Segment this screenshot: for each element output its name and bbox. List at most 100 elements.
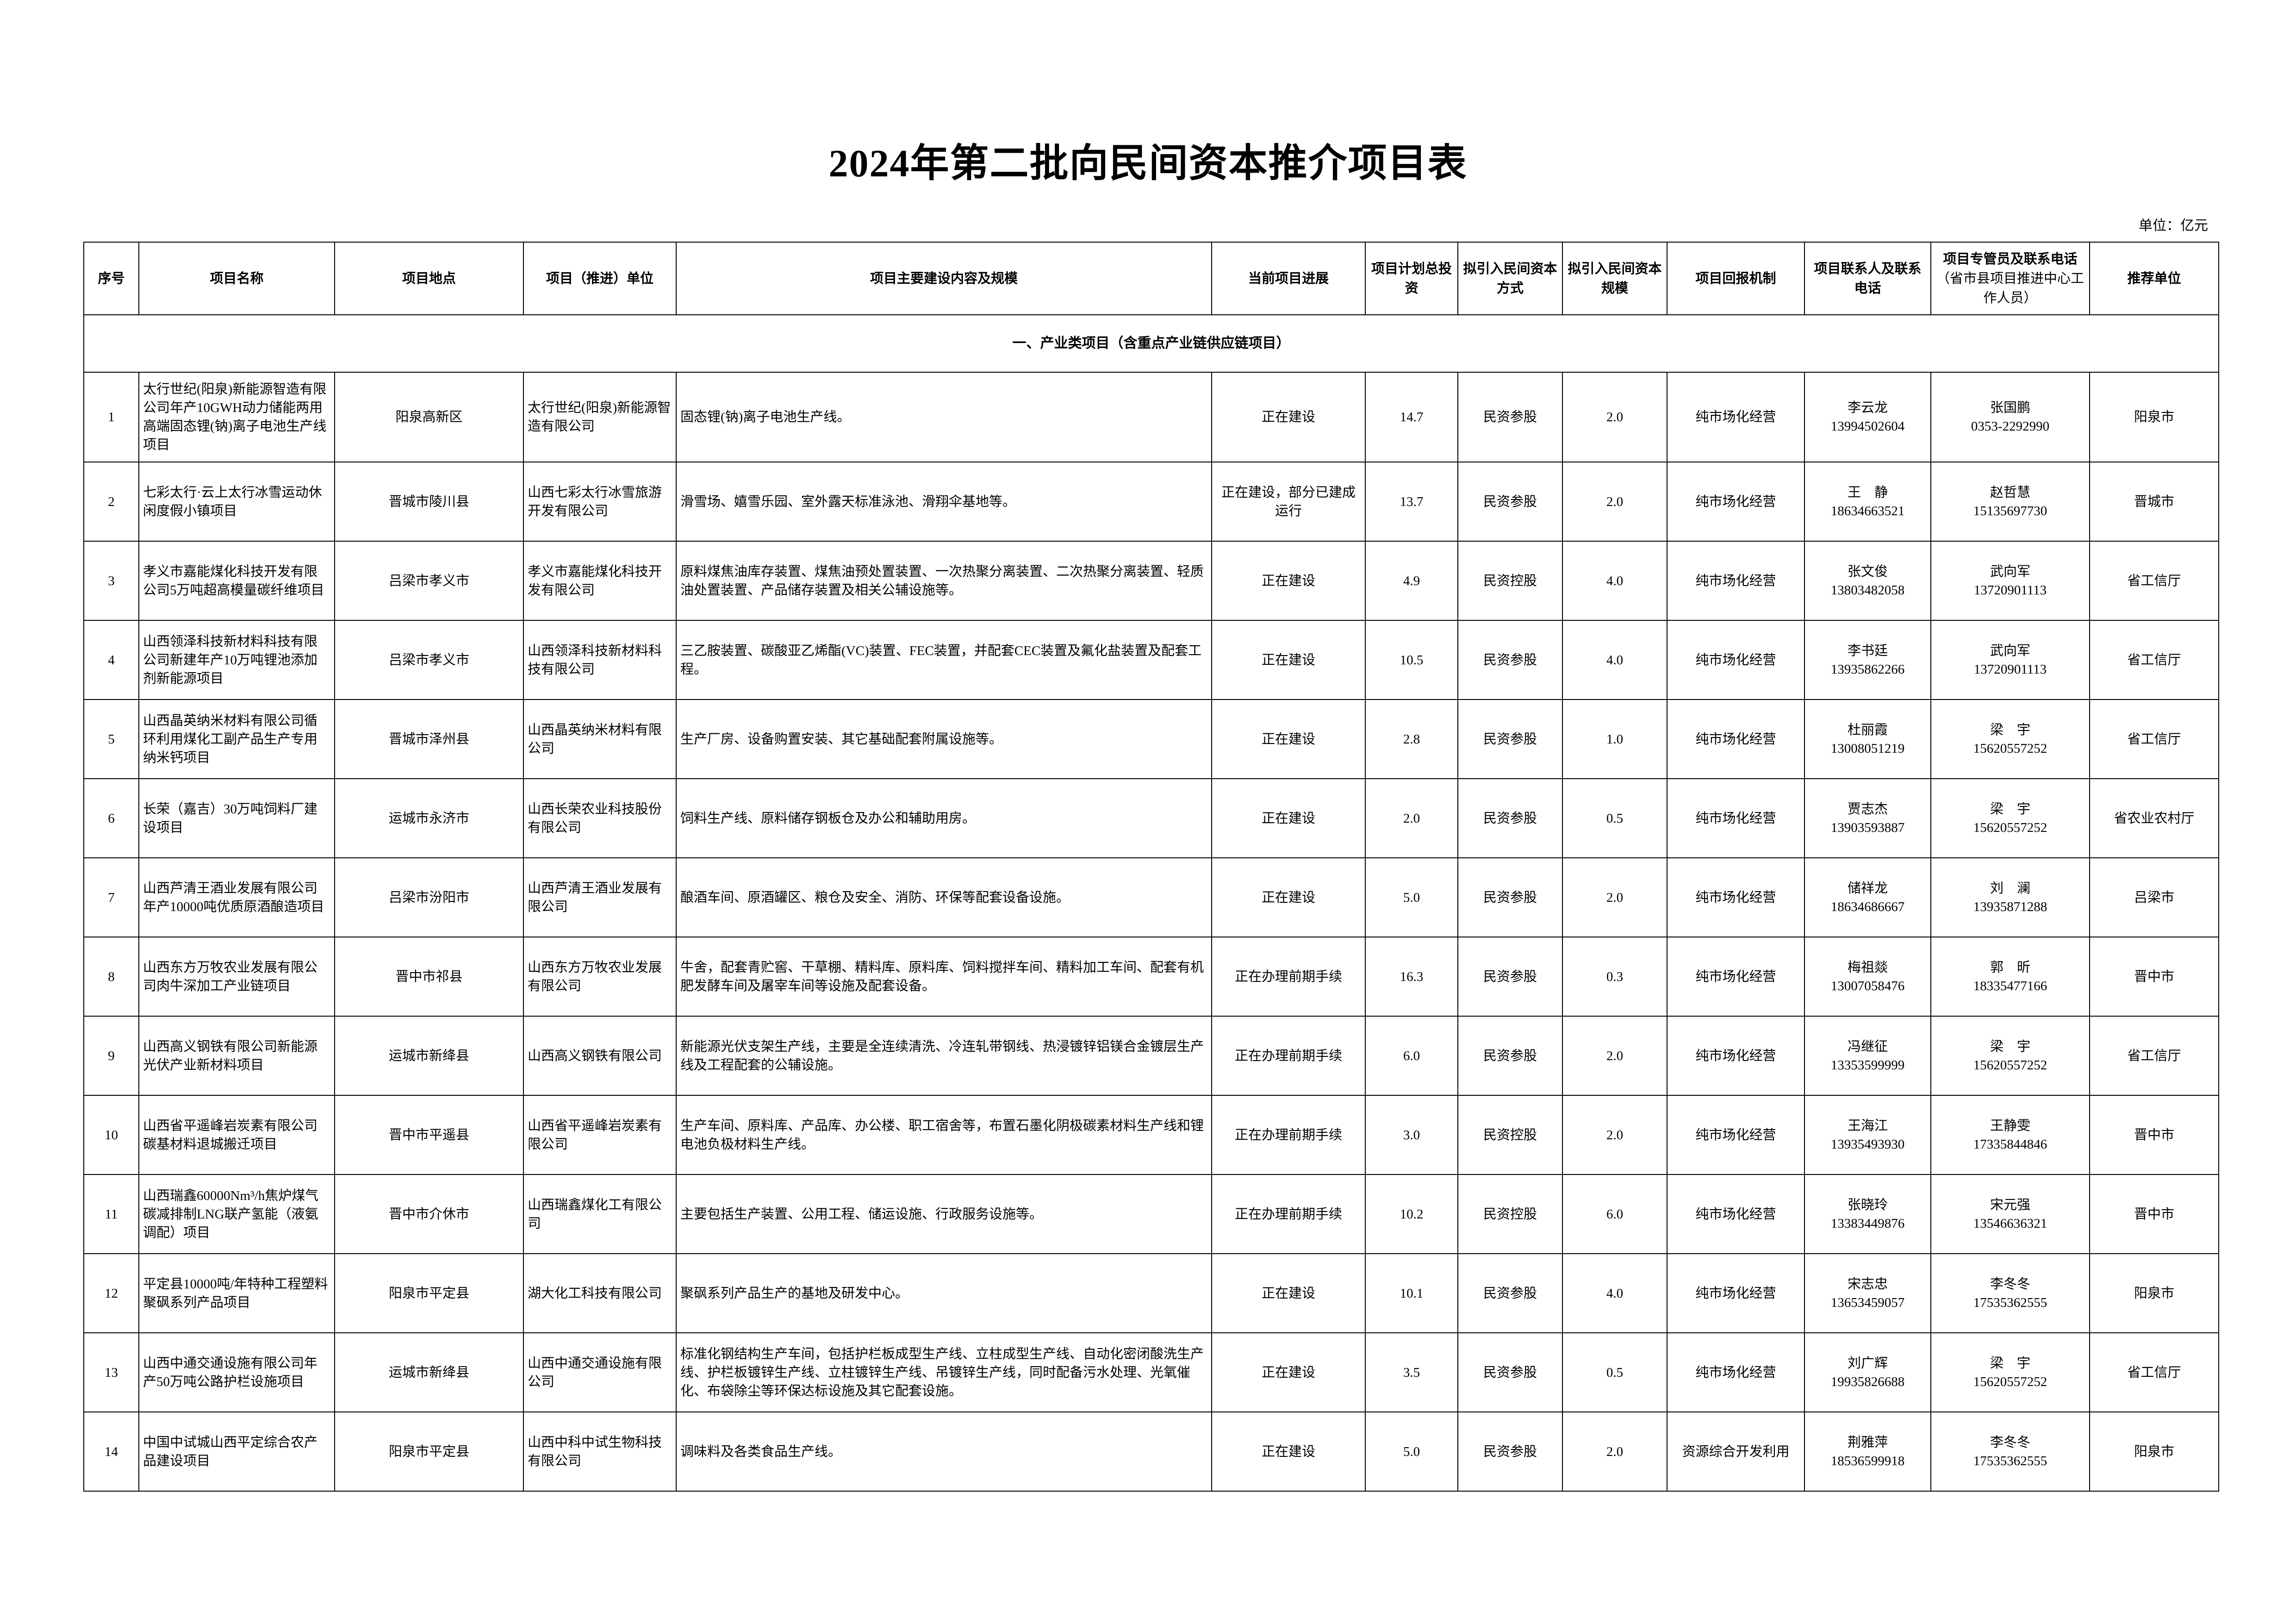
cell-manager-name: 赵哲慧	[1990, 485, 2030, 500]
cell-unit: 山西中科中试生物科技有限公司	[523, 1412, 677, 1492]
cell-scale: 2.0	[1562, 462, 1668, 542]
cell-content: 滑雪场、嬉雪乐园、室外露天标准泳池、滑翔伞基地等。	[676, 462, 1212, 542]
cell-contact-phone: 18634686667	[1830, 899, 1905, 914]
cell-location: 运城市新绛县	[334, 1016, 524, 1096]
cell-investment: 10.1	[1365, 1253, 1458, 1333]
cell-manager-phone: 15620557252	[1973, 1374, 2047, 1389]
cell-contact-phone: 13935493930	[1830, 1137, 1905, 1152]
cell-return: 纯市场化经营	[1667, 620, 1805, 700]
cell-content: 三乙胺装置、碳酸亚乙烯酯(VC)装置、FEC装置，并配套CEC装置及氟化盐装置及…	[676, 620, 1212, 700]
cell-contact: 杜丽霞 13008051219	[1804, 699, 1931, 779]
cell-location: 晋中市平遥县	[334, 1095, 524, 1175]
cell-contact: 荆雅萍 18536599918	[1804, 1412, 1931, 1492]
header-contact: 项目联系人及联系电话	[1804, 242, 1931, 315]
cell-manager-name: 梁 宇	[1990, 801, 2030, 817]
cell-contact: 李云龙 13994502604	[1804, 372, 1931, 462]
header-manager-label: 项目专管员及联系电话	[1943, 251, 2078, 267]
cell-investment: 10.5	[1365, 620, 1458, 700]
cell-content: 新能源光伏支架生产线，主要是全连续清洗、冷连轧带钢线、热浸镀锌铝镁合金镀层生产线…	[676, 1016, 1212, 1096]
cell-recommender: 吕梁市	[2089, 857, 2219, 937]
cell-recommender: 晋中市	[2089, 937, 2219, 1017]
header-unit: 项目（推进）单位	[523, 242, 677, 315]
cell-manager: 李冬冬 17535362555	[1930, 1412, 2090, 1492]
cell-recommender: 省工信厅	[2089, 541, 2219, 621]
cell-unit: 山西瑞鑫煤化工有限公司	[523, 1174, 677, 1254]
cell-recommender: 阳泉市	[2089, 1253, 2219, 1333]
cell-content: 聚砜系列产品生产的基地及研发中心。	[676, 1253, 1212, 1333]
cell-manager: 赵哲慧 15135697730	[1930, 462, 2090, 542]
cell-recommender: 省农业农村厅	[2089, 778, 2219, 858]
cell-unit: 山西晶英纳米材料有限公司	[523, 699, 677, 779]
cell-unit: 山西东方万牧农业发展有限公司	[523, 937, 677, 1017]
cell-content: 酿酒车间、原酒罐区、粮仓及安全、消防、环保等配套设备设施。	[676, 857, 1212, 937]
cell-progress: 正在办理前期手续	[1211, 1016, 1366, 1096]
cell-investment: 16.3	[1365, 937, 1458, 1017]
cell-contact-name: 李书廷	[1847, 643, 1888, 658]
cell-return: 纯市场化经营	[1667, 937, 1805, 1017]
cell-progress: 正在办理前期手续	[1211, 1174, 1366, 1254]
cell-recommender: 省工信厅	[2089, 1332, 2219, 1412]
header-content: 项目主要建设内容及规模	[676, 242, 1212, 315]
cell-manager-name: 梁 宇	[1990, 1039, 2030, 1054]
cell-name: 中国中试城山西平定综合农产品建设项目	[138, 1412, 335, 1492]
cell-scale: 4.0	[1562, 620, 1668, 700]
cell-manager-name: 郭 昕	[1990, 960, 2030, 975]
section-row: 一、产业类项目（含重点产业链供应链项目）	[83, 314, 2219, 373]
cell-contact-name: 王 静	[1847, 485, 1888, 500]
cell-no: 8	[83, 937, 139, 1017]
cell-contact-name: 荆雅萍	[1847, 1435, 1888, 1450]
header-recommender: 推荐单位	[2089, 242, 2219, 315]
cell-manager-phone: 13935871288	[1973, 899, 2047, 914]
cell-contact-phone: 18536599918	[1830, 1453, 1905, 1468]
cell-return: 纯市场化经营	[1667, 778, 1805, 858]
cell-contact-phone: 13994502604	[1830, 419, 1905, 434]
cell-scale: 6.0	[1562, 1174, 1668, 1254]
cell-name: 山西芦清王酒业发展有限公司年产10000吨优质原酒酿造项目	[138, 857, 335, 937]
cell-manager-phone: 13546636321	[1973, 1216, 2047, 1231]
cell-manager-phone: 18335477166	[1973, 978, 2047, 993]
cell-progress: 正在建设	[1211, 1332, 1366, 1412]
cell-contact-phone: 13353599999	[1830, 1057, 1905, 1073]
cell-unit: 湖大化工科技有限公司	[523, 1253, 677, 1333]
cell-contact-name: 冯继征	[1847, 1039, 1888, 1054]
page-title: 2024年第二批向民间资本推介项目表	[828, 142, 1468, 185]
cell-content: 固态锂(钠)离子电池生产线。	[676, 372, 1212, 462]
cell-return: 纯市场化经营	[1667, 462, 1805, 542]
table-row: 11 山西瑞鑫60000Nm³/h焦炉煤气碳减排制LNG联产氢能（液氨调配）项目晋…	[83, 1174, 2219, 1254]
cell-no: 7	[83, 857, 139, 937]
cell-progress: 正在建设	[1211, 620, 1366, 700]
cell-return: 纯市场化经营	[1667, 1332, 1805, 1412]
cell-content: 原料煤焦油库存装置、煤焦油预处置装置、一次热聚分离装置、二次热聚分离装置、轻质油…	[676, 541, 1212, 621]
table-row: 14 中国中试城山西平定综合农产品建设项目 阳泉市平定县 山西中科中试生物科技有限公司…	[83, 1412, 2219, 1492]
cell-recommender: 省工信厅	[2089, 620, 2219, 700]
section-title: 一、产业类项目（含重点产业链供应链项目）	[83, 314, 2219, 373]
cell-recommender: 省工信厅	[2089, 699, 2219, 779]
cell-scale: 2.0	[1562, 1412, 1668, 1492]
cell-scale: 2.0	[1562, 1016, 1668, 1096]
cell-manager: 梁 宇 15620557252	[1930, 1332, 2090, 1412]
table-row: 6 长荣（嘉吉）30万吨饲料厂建设项目 运城市永济市 山西长荣农业科技股份有限公司 饲料…	[83, 778, 2219, 858]
cell-recommender: 晋中市	[2089, 1174, 2219, 1254]
cell-manager-phone: 15620557252	[1973, 741, 2047, 756]
cell-return: 纯市场化经营	[1667, 372, 1805, 462]
cell-return: 纯市场化经营	[1667, 857, 1805, 937]
cell-name: 七彩太行·云上太行冰雪运动休闲度假小镇项目	[138, 462, 335, 542]
cell-return: 纯市场化经营	[1667, 1016, 1805, 1096]
header-scale: 拟引入民间资本规模	[1562, 242, 1668, 315]
cell-no: 4	[83, 620, 139, 700]
cell-location: 运城市新绛县	[334, 1332, 524, 1412]
cell-manager: 梁 宇 15620557252	[1930, 1016, 2090, 1096]
cell-name: 山西领泽科技新材料科技有限公司新建年产10万吨锂池添加剂新能源项目	[138, 620, 335, 700]
cell-contact-name: 贾志杰	[1847, 801, 1888, 817]
cell-unit: 山西长荣农业科技股份有限公司	[523, 778, 677, 858]
header-return: 项目回报机制	[1667, 242, 1805, 315]
cell-mode: 民资参股	[1457, 462, 1563, 542]
table-row: 2 七彩太行·云上太行冰雪运动休闲度假小镇项目 晋城市陵川县 山西七彩太行冰雪旅游开发…	[83, 462, 2219, 542]
cell-manager-phone: 17535362555	[1973, 1295, 2047, 1310]
cell-investment: 3.0	[1365, 1095, 1458, 1175]
cell-name: 太行世纪(阳泉)新能源智造有限公司年产10GWH动力储能两用高端固态锂(钠)离子…	[138, 372, 335, 462]
unit-label: 单位：亿元	[2139, 218, 2208, 233]
header-name: 项目名称	[138, 242, 335, 315]
cell-manager: 梁 宇 15620557252	[1930, 778, 2090, 858]
cell-scale: 2.0	[1562, 1095, 1668, 1175]
